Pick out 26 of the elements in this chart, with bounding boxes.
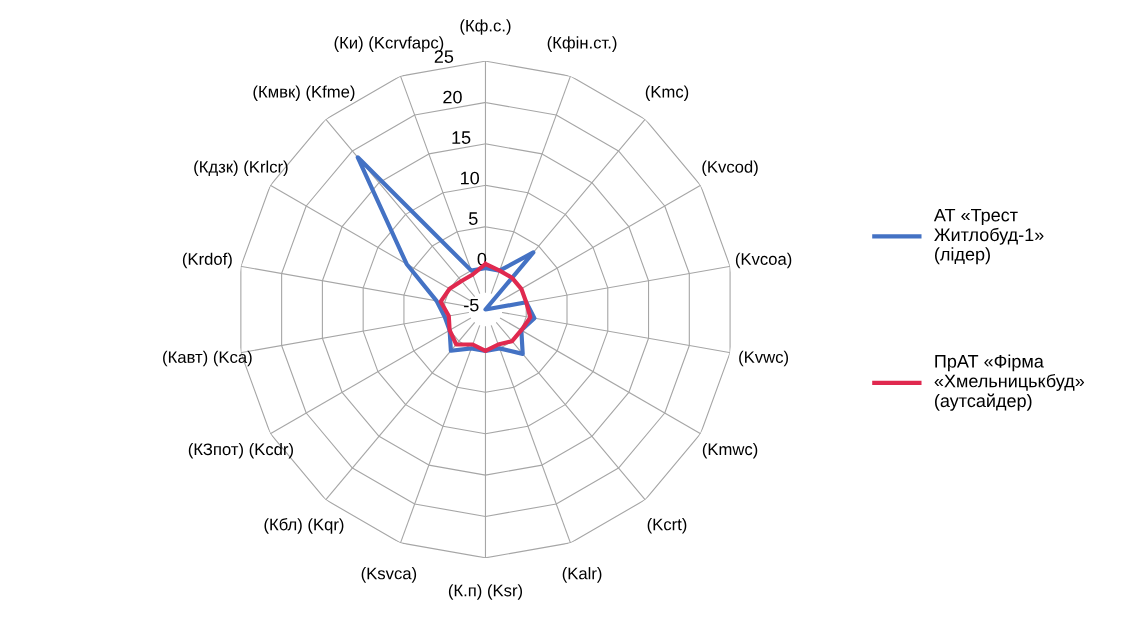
spoke-label: (Kvcod): [702, 160, 758, 177]
spoke-label: (Ки) (Kcrvfapc): [334, 36, 444, 52]
spoke-label: (Кф.с.): [460, 19, 511, 35]
y-tick-label: -5: [464, 298, 479, 312]
spoke-label: (Кдзк) (Krlcr): [194, 160, 288, 177]
y-tick-label: 25: [434, 50, 454, 63]
spoke-label: (Кмвк) (Kfme): [253, 85, 355, 101]
y-tick-label: 5: [468, 212, 478, 225]
spoke-label: (Kmwc): [702, 442, 758, 459]
spoke-label: (К.п) (Ksr): [448, 584, 523, 600]
spoke-label: (Кфін.ст.): [547, 36, 617, 52]
spoke-label: (Kalr): [562, 567, 602, 583]
spoke-label: (Ksvca): [361, 567, 417, 583]
legend-label: ПрАТ «Фірма «Хмельницькбуд» (аутсайдер): [934, 354, 1085, 411]
spoke-label: (Кавт) (Kca): [163, 350, 252, 367]
spoke-label: (Kvcoa): [735, 252, 792, 269]
y-tick-label: 10: [461, 171, 480, 185]
spoke-label: (Kmc): [645, 85, 689, 101]
spoke-label: (Kvwc): [739, 350, 789, 367]
spoke-label: (Кбл) (Kqr): [264, 518, 344, 534]
spoke-label: (КЗпот) (Kcdr): [188, 442, 293, 459]
legend-label: АТ «Трест Житлобуд-1» (лідер): [933, 208, 1044, 265]
y-tick-label: 20: [443, 90, 462, 104]
y-tick-label: 15: [452, 131, 471, 144]
spoke-label: (Krdof): [182, 252, 232, 269]
spoke-label: (Kcrt): [647, 518, 687, 534]
